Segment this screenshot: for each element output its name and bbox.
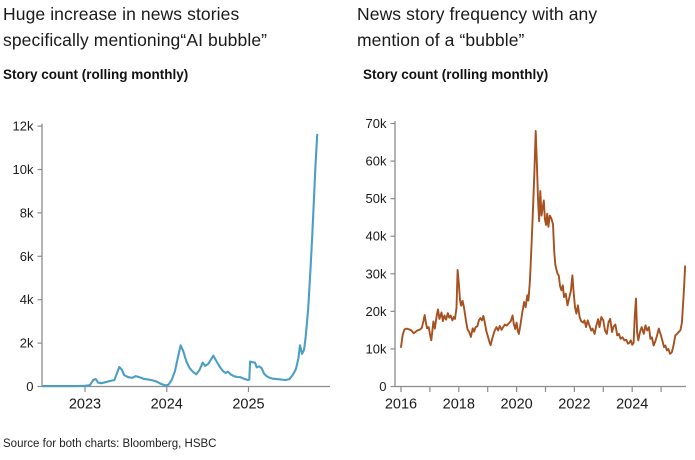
y-tick-label: 10k <box>366 341 387 356</box>
left-chart-title-line2: specifically mentioning“AI bubble” <box>3 29 268 50</box>
right-chart-title-line2: mention of a “bubble” <box>357 29 525 50</box>
y-tick-label: 60k <box>366 154 387 169</box>
y-tick-label: 8k <box>20 205 34 220</box>
right-chart-subtitle: Story count (rolling monthly) <box>363 67 549 82</box>
y-tick-label: 4k <box>20 292 34 307</box>
y-tick-label: 2k <box>20 336 34 351</box>
right-chart: 0 10k 20k 30k 40k 50k 60k 70k 2016 2018 2020 2022 20… <box>366 116 687 413</box>
y-tick-label: 6k <box>20 249 34 264</box>
x-tick-label: 2020 <box>500 397 532 413</box>
y-tick-label: 0 <box>26 379 33 394</box>
y-tick-label: 12k <box>13 119 34 134</box>
y-tick-label: 50k <box>366 191 387 206</box>
x-tick-label: 2025 <box>232 397 264 413</box>
y-tick-label: 40k <box>366 229 387 244</box>
y-tick-label: 70k <box>366 116 387 131</box>
data-line-right-chart <box>400 130 687 355</box>
right-chart-title: News story frequency with any mention of… <box>357 2 691 53</box>
x-tick-label: 2018 <box>443 397 475 413</box>
x-tick-label: 2016 <box>385 397 417 413</box>
x-tick-label: 2024 <box>616 397 648 413</box>
left-chart-subtitle: Story count (rolling monthly) <box>3 67 189 82</box>
data-line-left-chart <box>41 133 319 388</box>
x-tick-label: 2022 <box>558 397 590 413</box>
y-tick-label: 20k <box>366 304 387 319</box>
left-chart-title: Huge increase in news stories specifical… <box>3 2 337 53</box>
y-tick-label: 30k <box>366 266 387 281</box>
right-chart-title-line1: News story frequency with any <box>357 4 598 24</box>
y-tick-label: 10k <box>13 162 34 177</box>
y-tick-label: 0 <box>379 379 386 394</box>
left-chart-title-line1: Huge increase in news stories <box>3 4 240 24</box>
source-note: Source for both charts: Bloomberg, HSBC <box>3 438 217 450</box>
left-chart: 0 2k 4k 6k 8k 10k 12k 2023 2024 2025 <box>13 119 330 413</box>
x-tick-label: 2024 <box>151 397 183 413</box>
x-tick-label: 2023 <box>69 397 101 413</box>
